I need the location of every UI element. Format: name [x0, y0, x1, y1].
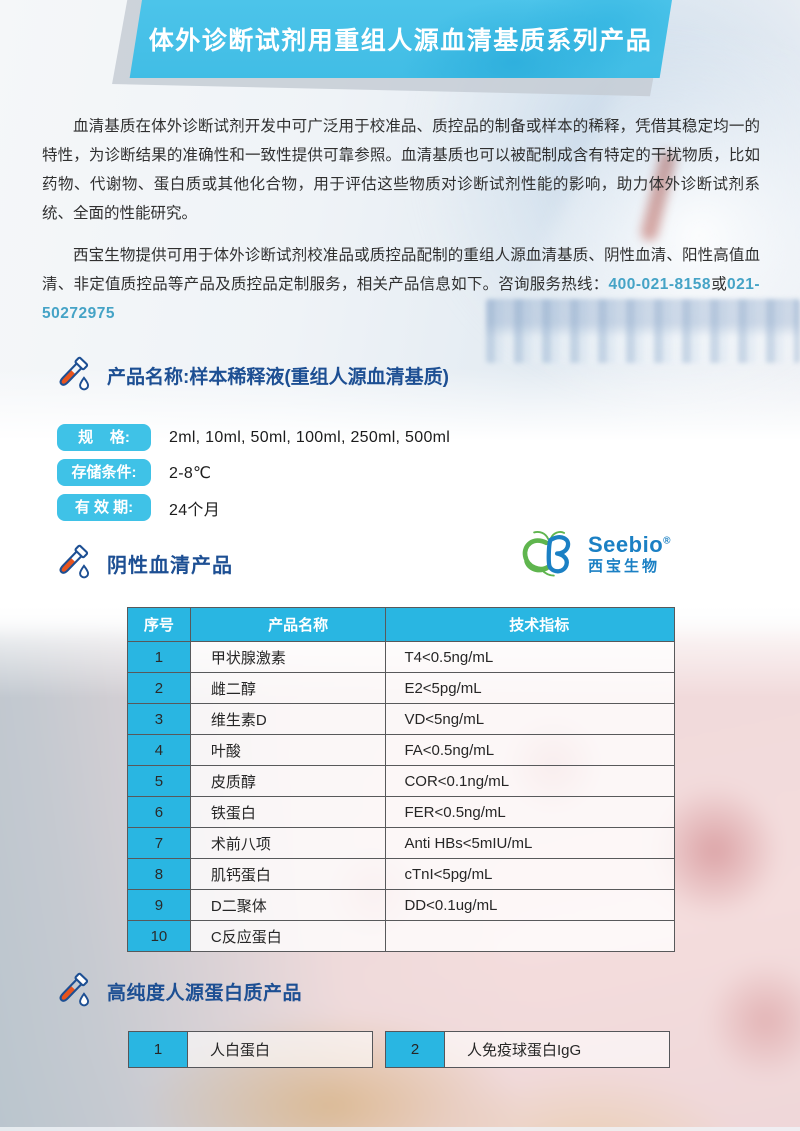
seebio-logo-mark-icon: [522, 531, 571, 577]
cell-product-name: 术前八项: [189, 827, 387, 859]
cell-index: 2: [385, 1031, 445, 1068]
cell-index: 6: [127, 796, 191, 828]
test-tube-icon: [59, 356, 90, 391]
spec-row-size: 规 格: 2ml, 10ml, 50ml, 100ml, 250ml, 500m…: [57, 424, 450, 451]
cell-product-name: 雌二醇: [189, 672, 387, 704]
header-product-name: 产品名称: [189, 607, 387, 642]
section-protein-products: 高纯度人源蛋白质产品: [52, 968, 302, 1014]
header-tech-spec: 技术指标: [385, 607, 675, 642]
table-row: 7 术前八项 Anti HBs<5mIU/mL: [127, 827, 675, 859]
cell-index: 2: [127, 672, 191, 704]
cell-product-name: 维生素D: [189, 703, 387, 735]
cell-product-name: D二聚体: [189, 889, 387, 921]
cell-tech-spec: [385, 920, 675, 952]
spec-label-storage: 存储条件:: [57, 459, 151, 486]
cell-product-name: 铁蛋白: [189, 796, 387, 828]
cell-index: 1: [128, 1031, 188, 1068]
cell-product-name: 人免疫球蛋白IgG: [445, 1031, 670, 1068]
cell-tech-spec: T4<0.5ng/mL: [385, 641, 675, 673]
negative-serum-title: 阴性血清产品: [107, 554, 233, 577]
footer-strip: [0, 1127, 800, 1131]
seebio-logo-text: Seebio® 西宝生物: [588, 533, 671, 575]
spec-value-storage: 2-8℃: [169, 464, 212, 482]
cell-tech-spec: Anti HBs<5mIU/mL: [385, 827, 675, 859]
table-row: 10 C反应蛋白: [127, 920, 675, 952]
cell-index: 3: [127, 703, 191, 735]
cell-index: 4: [127, 734, 191, 766]
cell-tech-spec: cTnI<5pg/mL: [385, 858, 675, 890]
intro-paragraph-2-text: 西宝生物提供可用于体外诊断试剂校准品或质控品配制的重组人源血清基质、阴性血清、阳…: [42, 247, 760, 293]
cell-tech-spec: VD<5ng/mL: [385, 703, 675, 735]
cell-product-name: 叶酸: [189, 734, 387, 766]
spec-value-shelf-life: 24个月: [169, 501, 220, 519]
cell-tech-spec: DD<0.1ug/mL: [385, 889, 675, 921]
table-gap: [373, 1031, 385, 1068]
cell-tech-spec: COR<0.1ng/mL: [385, 765, 675, 797]
seebio-brand-cn: 西宝生物: [588, 558, 661, 576]
intro-paragraph-1-text: 血清基质在体外诊断试剂开发中可广泛用于校准品、质控品的制备或样本的稀释，凭借其稳…: [42, 118, 760, 222]
table-row: 8 肌钙蛋白 cTnI<5pg/mL: [127, 858, 675, 890]
header-index: 序号: [127, 607, 191, 642]
cell-index: 1: [127, 641, 191, 673]
table-row: 9 D二聚体 DD<0.1ug/mL: [127, 889, 675, 921]
intro-text-block: 血清基质在体外诊断试剂开发中可广泛用于校准品、质控品的制备或样本的稀释，凭借其稳…: [42, 112, 760, 328]
product-specs: 规 格: 2ml, 10ml, 50ml, 100ml, 250ml, 500m…: [57, 424, 450, 529]
negative-serum-table: 序号 产品名称 技术指标 1 甲状腺激素 T4<0.5ng/mL 2 雌二醇 E…: [127, 607, 675, 952]
cell-tech-spec: FA<0.5ng/mL: [385, 734, 675, 766]
spec-row-storage: 存储条件: 2-8℃: [57, 459, 450, 486]
intro-paragraph-2: 西宝生物提供可用于体外诊断试剂校准品或质控品配制的重组人源血清基质、阴性血清、阳…: [42, 241, 760, 328]
cell-index: 7: [127, 827, 191, 859]
seebio-logo: Seebio® 西宝生物: [521, 528, 671, 580]
product-name-title: 产品名称:样本稀释液(重组人源血清基质): [107, 366, 449, 388]
cell-product-name: 皮质醇: [189, 765, 387, 797]
cell-index: 8: [127, 858, 191, 890]
section-negative-serum: 阴性血清产品: [52, 540, 233, 586]
registered-mark: ®: [663, 535, 672, 547]
cell-product-name: C反应蛋白: [189, 920, 387, 952]
cell-product-name: 甲状腺激素: [189, 641, 387, 673]
seebio-brand-en: Seebio®: [588, 532, 672, 558]
protein-products-table: 1 人白蛋白 2 人免疫球蛋白IgG: [128, 1031, 670, 1068]
cell-index: 10: [127, 920, 191, 952]
title-banner: 体外诊断试剂用重组人源血清基质系列产品: [129, 0, 673, 78]
cell-tech-spec: FER<0.5ng/mL: [385, 796, 675, 828]
spec-row-shelf-life: 有 效 期: 24个月: [57, 494, 450, 521]
cell-index: 9: [127, 889, 191, 921]
table-header-row: 序号 产品名称 技术指标: [127, 607, 675, 642]
test-tube-icon: [59, 972, 90, 1007]
table-row: 5 皮质醇 COR<0.1ng/mL: [127, 765, 675, 797]
table-row: 3 维生素D VD<5ng/mL: [127, 703, 675, 735]
intro-paragraph-1: 血清基质在体外诊断试剂开发中可广泛用于校准品、质控品的制备或样本的稀释，凭借其稳…: [42, 112, 760, 228]
spec-label-shelf-life: 有 效 期:: [57, 494, 151, 521]
table-row: 6 铁蛋白 FER<0.5ng/mL: [127, 796, 675, 828]
cell-product-name: 人白蛋白: [188, 1031, 373, 1068]
spec-label-size: 规 格:: [57, 424, 151, 451]
section-product-name: 产品名称:样本稀释液(重组人源血清基质): [52, 352, 449, 398]
spec-value-size: 2ml, 10ml, 50ml, 100ml, 250ml, 500ml: [169, 428, 451, 446]
protein-products-title: 高纯度人源蛋白质产品: [107, 982, 303, 1004]
test-tube-icon: [59, 544, 90, 579]
cell-index: 5: [127, 765, 191, 797]
hotline-number-1: 400-021-8158: [608, 276, 711, 293]
cell-product-name: 肌钙蛋白: [189, 858, 387, 890]
table-row: 4 叶酸 FA<0.5ng/mL: [127, 734, 675, 766]
hotline-number-2: 021-50272975: [42, 276, 760, 322]
table-row: 1 甲状腺激素 T4<0.5ng/mL: [127, 641, 675, 673]
cell-tech-spec: E2<5pg/mL: [385, 672, 675, 704]
table-row: 2 雌二醇 E2<5pg/mL: [127, 672, 675, 704]
page-title: 体外诊断试剂用重组人源血清基质系列产品: [148, 27, 653, 55]
hotline-connector: 或: [710, 276, 727, 293]
